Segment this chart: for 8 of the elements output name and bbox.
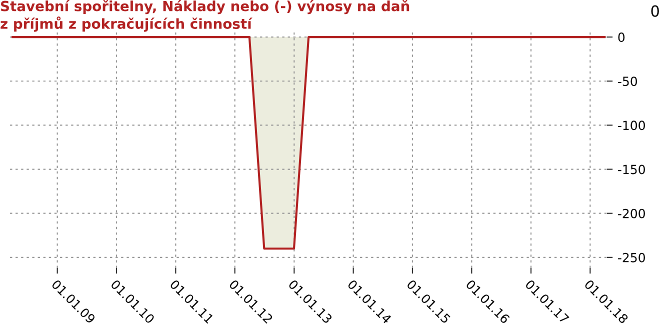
y-tick-label: -150 <box>618 164 645 174</box>
y-tick-label: -100 <box>618 120 645 130</box>
text: 0 <box>651 5 659 17</box>
y-tick-label: -200 <box>618 208 645 218</box>
chart-title: Stavební spořitelny, Náklady nebo (-) výnosy na daň z příjmů z pokračujících činností <box>0 0 410 32</box>
y-tick-label: -250 <box>618 252 645 262</box>
y-tick-label: -50 <box>618 76 638 86</box>
y-tick-label: 0 <box>618 32 625 42</box>
